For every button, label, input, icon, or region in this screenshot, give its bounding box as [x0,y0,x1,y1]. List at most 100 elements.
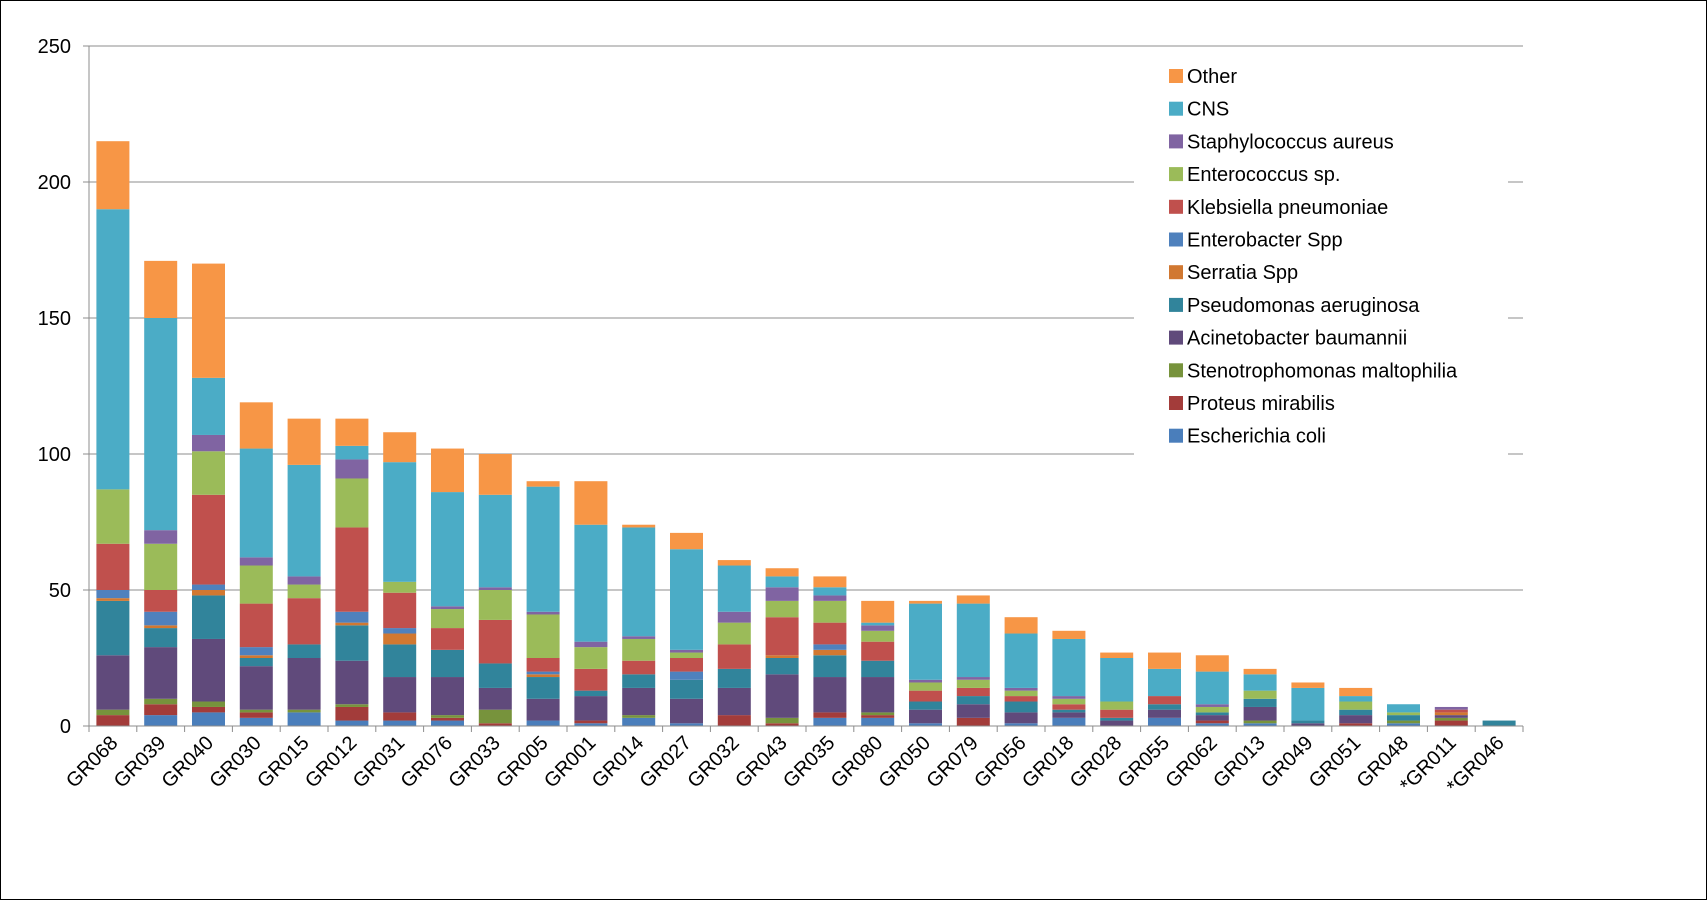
bar-segment [383,462,417,582]
bar-segment [622,674,656,688]
bar-segment [574,723,608,726]
bar-stack-GR043 [765,568,799,726]
bar-segment [956,704,990,718]
bar-stack-GR062 [1195,655,1229,726]
bar-segment [861,625,895,631]
bar-segment [717,622,751,645]
legend-swatch [1169,167,1183,182]
bar-segment [192,377,225,435]
bar-segment [956,717,990,726]
bar-segment [526,698,560,721]
x-tick-label: GR032 [683,732,743,792]
bar-segment [1004,687,1038,691]
bar-segment [1148,652,1181,669]
bar-segment [335,706,369,721]
bar-segment [335,527,369,612]
bar-segment [1387,720,1420,724]
bar-segment [526,720,560,726]
bar-segment [813,649,847,656]
bar-segment [1387,715,1420,721]
legend-item: Other [1169,66,1237,88]
bar-stack-GR018 [1052,630,1086,726]
bar-segment [1339,701,1373,710]
bar-segment [1243,690,1277,699]
bar-segment [1100,720,1134,726]
bar-segment [717,611,751,623]
legend-item: Staphylococcus aureus [1169,131,1394,153]
bar-segment [1148,709,1181,718]
legend-label: Enterococcus sp. [1187,164,1340,186]
bar-segment [431,677,464,716]
bar-segment [1004,690,1038,697]
bar-segment [192,706,225,713]
bar-stack-GR001 [574,481,608,726]
legend-background [1134,58,1508,456]
legend-swatch [1169,363,1183,378]
bar-stack-GR011 [1434,706,1468,726]
bar-segment [1434,709,1468,713]
bar-stack-GR051 [1339,687,1373,726]
bar-segment [956,603,990,678]
legend-swatch [1169,101,1183,116]
bar-segment [239,655,273,658]
bar-segment [1195,704,1229,707]
bar-stack-GR076 [431,448,464,726]
legend-swatch [1169,134,1183,149]
bar-segment [574,481,608,525]
bar-segment [96,209,130,490]
y-tick-label: 250 [38,36,71,58]
bar-segment [574,668,608,691]
legend-label: Other [1187,66,1237,88]
bar-segment [335,478,369,528]
bar-segment [478,590,512,620]
bar-segment [287,464,321,577]
bar-segment [1052,704,1086,710]
bar-segment [956,595,990,604]
bar-segment [1291,723,1325,726]
bar-segment [239,402,273,449]
bar-segment [765,617,799,656]
bar-segment [717,560,751,566]
x-tick-label: GR015 [253,732,313,792]
bar-segment [717,715,751,726]
bar-segment [383,592,417,629]
bar-segment [431,720,464,726]
bar-segment [1482,720,1516,726]
bar-stack-GR027 [670,532,703,726]
bar-segment [1052,696,1086,699]
bar-segment [861,600,895,623]
bar-segment [622,687,656,716]
legend-label: CNS [1187,99,1229,121]
bar-segment [1243,720,1277,724]
bar-segment [335,625,369,661]
legend-item: Serratia Spp [1169,262,1298,284]
legend-label: Stenotrophomonas maltophilia [1187,360,1458,382]
bar-segment [765,576,799,588]
x-tick-label: GR079 [922,732,982,792]
bar-segment [1052,717,1086,726]
bar-segment [239,666,273,710]
bar-segment [909,600,942,604]
bar-segment [861,677,895,713]
bar-segment [96,489,130,544]
bar-segment [96,655,130,710]
bar-segment [287,576,321,585]
bar-segment [526,671,560,675]
bar-segment [1243,668,1277,675]
legend-label: Escherichia coli [1187,426,1326,448]
legend-swatch [1169,69,1183,83]
bar-stack-GR015 [287,418,321,726]
bar-segment [239,647,273,656]
bar-segment [239,603,273,648]
legend-swatch [1169,330,1183,345]
legend-swatch [1169,396,1183,410]
bar-segment [383,581,417,593]
bar-segment [956,687,990,697]
bar-segment [574,524,608,642]
x-tick-label: GR049 [1257,732,1317,792]
bar-segment [287,584,321,599]
bar-segment [813,576,847,588]
bar-segment [144,590,178,612]
x-tick-label: GR018 [1018,732,1078,792]
bar-segment [478,454,512,495]
